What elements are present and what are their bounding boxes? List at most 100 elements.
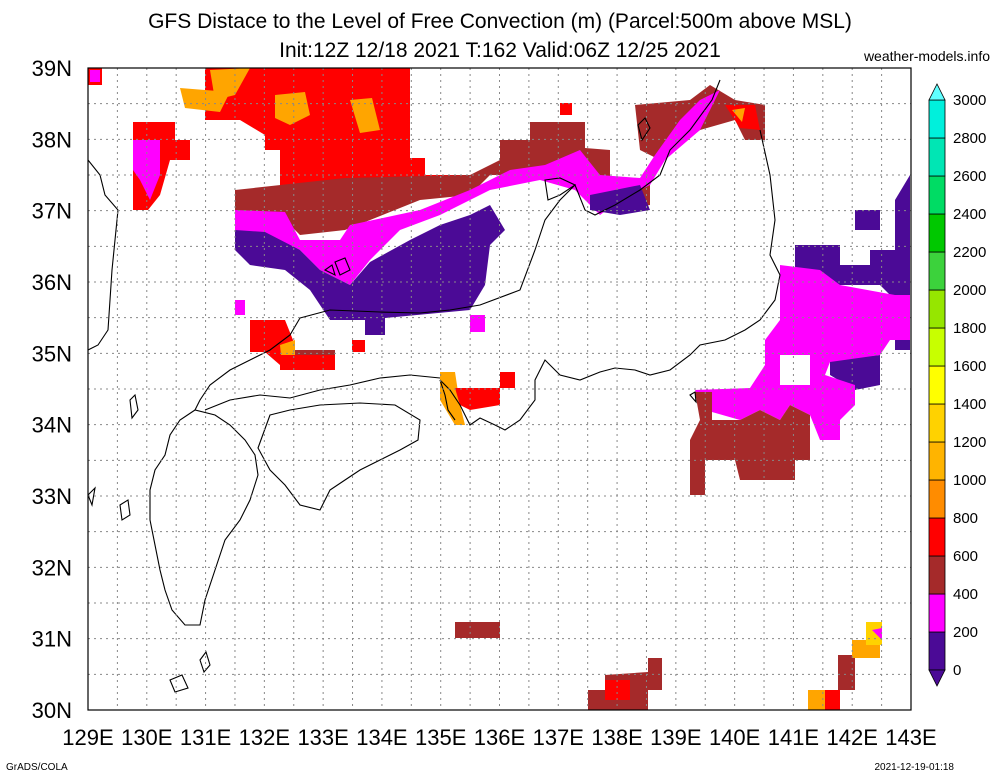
coast-kii-inner bbox=[439, 379, 456, 421]
colorbar-label: 3000 bbox=[953, 92, 986, 109]
colorbar-bin bbox=[928, 175, 946, 215]
lat-label: 34N bbox=[32, 413, 72, 438]
colorbar-bin bbox=[928, 403, 946, 443]
field-purple-east-2 bbox=[855, 210, 880, 230]
lat-label: 31N bbox=[32, 627, 72, 652]
field-red-se bbox=[825, 690, 840, 710]
colorbar-bin bbox=[928, 517, 946, 557]
coast-kyushu bbox=[149, 409, 259, 626]
colorbar-label: 1000 bbox=[953, 472, 986, 489]
colorbar-label: 2000 bbox=[953, 282, 986, 299]
colorbar-label: 2400 bbox=[953, 206, 986, 223]
coast-korea bbox=[88, 159, 119, 351]
field-brown-band bbox=[235, 122, 650, 235]
coast-inland-sea bbox=[204, 374, 441, 411]
coast-islands-south bbox=[169, 674, 189, 693]
colorbar-label: 400 bbox=[953, 586, 978, 603]
colorbar-label: 200 bbox=[953, 624, 978, 641]
lat-label: 30N bbox=[32, 698, 72, 723]
coast-honshu-sea-side bbox=[299, 79, 721, 319]
lon-label: 134E bbox=[356, 725, 407, 750]
field-magenta-band bbox=[235, 90, 720, 285]
lat-label: 39N bbox=[32, 56, 72, 81]
coast-islands-south-2 bbox=[199, 650, 211, 674]
coast-noto bbox=[544, 177, 577, 201]
field-red-nw bbox=[300, 68, 335, 88]
coast-korea-east-line bbox=[88, 486, 96, 507]
colorbar-bin bbox=[928, 441, 946, 481]
lat-label: 36N bbox=[32, 270, 72, 295]
colorbar-bin bbox=[928, 137, 946, 177]
coast-honshu-pacific bbox=[439, 129, 781, 431]
plot-frame bbox=[87, 67, 912, 711]
lon-label: 139E bbox=[650, 725, 701, 750]
colorbar-bin bbox=[928, 479, 946, 519]
lon-label: 131E bbox=[180, 725, 231, 750]
colorbar-label: 600 bbox=[953, 548, 978, 565]
lat-label: 32N bbox=[32, 555, 72, 580]
lfc-field bbox=[88, 68, 910, 710]
lon-label: 136E bbox=[474, 725, 525, 750]
lon-label: 135E bbox=[415, 725, 466, 750]
map-subtitle: Init:12Z 12/18 2021 T:162 Valid:06Z 12/2… bbox=[279, 39, 721, 62]
lon-label: 132E bbox=[239, 725, 290, 750]
field-yellow-se bbox=[866, 622, 882, 645]
field-magenta-sw bbox=[235, 300, 245, 315]
field-red-sw-2 bbox=[280, 355, 335, 370]
footer-software: GrADS/COLA bbox=[6, 762, 68, 773]
longitude-labels: 129E 130E 131E 132E 133E 134E 135E 136E 137E 138E… bbox=[62, 725, 936, 750]
map-title: GFS Distace to the Level of Free Convect… bbox=[148, 10, 852, 33]
field-orange-north-4 bbox=[350, 98, 380, 133]
field-brown-east bbox=[690, 392, 810, 495]
colorbar-bin bbox=[928, 365, 946, 405]
colorbar-bin bbox=[928, 327, 946, 367]
field-orange-north-3 bbox=[275, 92, 310, 125]
lon-label: 142E bbox=[827, 725, 878, 750]
colorbar-label: 800 bbox=[953, 510, 978, 527]
lon-label: 133E bbox=[297, 725, 348, 750]
colorbar-bin bbox=[928, 99, 946, 139]
coast-goto bbox=[119, 499, 131, 521]
field-brown-south-1 bbox=[455, 622, 500, 638]
lat-label: 33N bbox=[32, 484, 72, 509]
colorbar-label: 1400 bbox=[953, 396, 986, 413]
field-red-kii-2 bbox=[500, 372, 515, 388]
lon-label: 130E bbox=[121, 725, 172, 750]
colorbar-label: 1800 bbox=[953, 320, 986, 337]
lon-label: 141E bbox=[768, 725, 819, 750]
field-magenta-se bbox=[872, 628, 882, 640]
field-red-sw-3 bbox=[352, 340, 365, 352]
field-red-south-2 bbox=[605, 680, 630, 700]
lon-label: 137E bbox=[533, 725, 584, 750]
field-red-kii bbox=[455, 388, 500, 410]
colorbar-label: 0 bbox=[953, 662, 961, 679]
colorbar-bin bbox=[928, 213, 946, 253]
coast-oki-2 bbox=[334, 257, 351, 276]
field-purple-band bbox=[235, 205, 505, 335]
site-label: weather-models.info bbox=[863, 48, 990, 64]
colorbar: 0 200 400 600 800 1000 1200 1400 1600 1800 2000 220… bbox=[928, 83, 986, 687]
latitude-labels: 30N 31N 32N 33N 34N 35N 36N 37N 38N 39N bbox=[32, 56, 72, 723]
lon-label: 140E bbox=[709, 725, 760, 750]
lon-label: 129E bbox=[62, 725, 113, 750]
coastlines bbox=[88, 79, 781, 693]
field-orange-se bbox=[808, 690, 825, 710]
colorbar-under-arrow bbox=[928, 669, 946, 687]
field-white-east-hole bbox=[780, 355, 810, 385]
colorbar-bin bbox=[928, 251, 946, 291]
lon-label: 138E bbox=[591, 725, 642, 750]
field-magenta-small bbox=[470, 315, 485, 332]
coast-tsushima bbox=[129, 393, 139, 420]
graticule bbox=[88, 68, 911, 710]
lat-label: 38N bbox=[32, 127, 72, 152]
coast-shikoku bbox=[257, 402, 421, 511]
field-orange-ne-dot bbox=[732, 108, 745, 122]
colorbar-label: 2600 bbox=[953, 168, 986, 185]
lon-label: 143E bbox=[885, 725, 936, 750]
colorbar-bin bbox=[928, 555, 946, 595]
lat-label: 37N bbox=[32, 199, 72, 224]
field-red-north bbox=[205, 68, 470, 210]
coast-izu-islands bbox=[689, 391, 697, 404]
field-brown-se bbox=[838, 655, 855, 690]
